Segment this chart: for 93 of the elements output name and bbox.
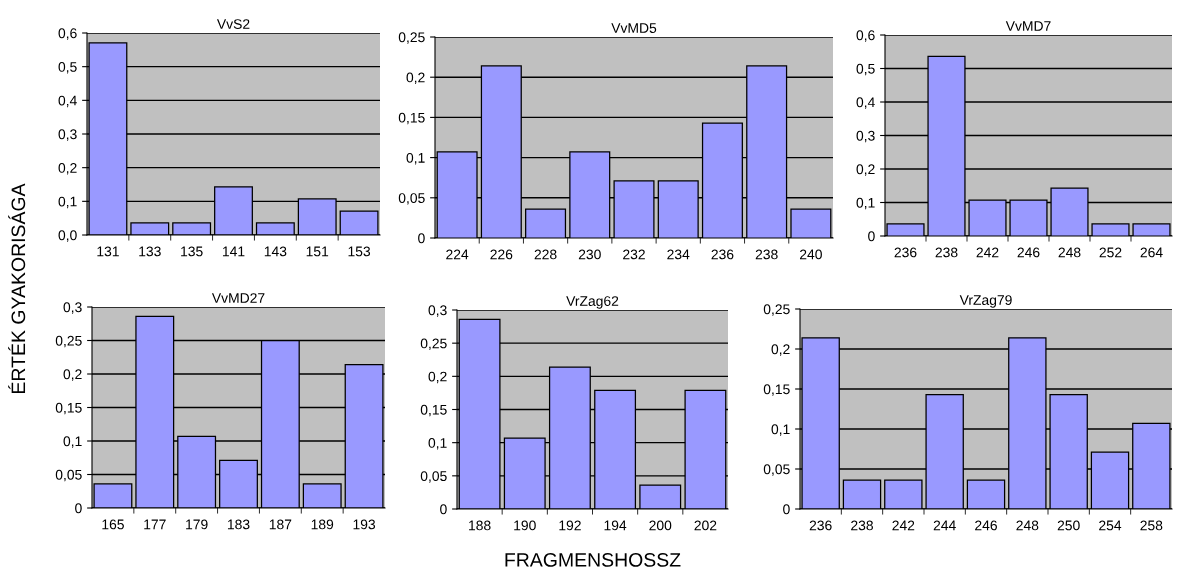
y-tick-label: 0,15: [398, 112, 425, 125]
chart-title: VrZag62: [566, 296, 619, 309]
x-tick-label: 200: [649, 520, 672, 531]
x-tick-label: 252: [1099, 247, 1122, 258]
y-tick-label: 0: [783, 504, 790, 515]
y-tick-label: 0: [440, 504, 447, 515]
x-tick-label: 232: [623, 249, 645, 260]
x-tick-label: 228: [534, 249, 557, 260]
chart-title: VvMD27: [211, 293, 265, 303]
y-tick-label: 0,05: [398, 193, 425, 205]
x-tick-label: 202: [694, 520, 717, 531]
y-tick-label: 0,2: [771, 344, 790, 356]
y-tick-label: 0,5: [58, 62, 77, 74]
y-tick-label: 0,1: [428, 438, 447, 450]
x-tick-label: 141: [222, 246, 245, 257]
x-tick-label: 230: [578, 249, 601, 260]
y-tick-label: 0,25: [398, 32, 425, 44]
y-tick-label: 0: [418, 233, 425, 244]
x-tick-label: 179: [186, 519, 208, 530]
x-tick-label: 143: [264, 246, 287, 257]
y-tick-label: 0: [75, 503, 82, 514]
x-tick-label: 250: [1057, 520, 1080, 531]
x-tick-label: 192: [559, 520, 581, 531]
y-tick-label: 0,1: [58, 196, 77, 209]
y-tick-label: 0,25: [763, 304, 790, 316]
y-tick-label: 0,3: [428, 305, 447, 317]
y-tick-label: 0,2: [856, 164, 875, 176]
x-tick-label: 177: [144, 519, 166, 530]
y-tick-label: 0,0: [58, 230, 77, 242]
x-tick-label: 224: [446, 249, 469, 260]
y-tick-label: 0,1: [63, 436, 82, 448]
y-tick-label: 0,4: [58, 95, 77, 108]
y-tick-label: 0,2: [406, 72, 425, 85]
x-tick-label: 226: [490, 249, 513, 260]
y-tick-label: 0: [868, 231, 875, 242]
x-tick-label: 187: [269, 519, 292, 530]
x-tick-label: 264: [1140, 247, 1163, 258]
x-tick-label: 238: [755, 249, 778, 260]
y-tick-label: 0,05: [420, 471, 447, 483]
x-tick-label: 242: [976, 247, 999, 258]
x-tick-label: 234: [667, 249, 690, 260]
x-tick-label: 153: [348, 246, 371, 257]
chart-title: VvS2: [216, 19, 250, 29]
x-tick-label: 165: [102, 519, 124, 530]
x-tick-label: 246: [975, 520, 997, 531]
x-tick-label: 236: [809, 520, 832, 531]
x-tick-label: 236: [711, 249, 734, 260]
y-tick-label: 0,5: [856, 63, 875, 76]
x-tick-label: 133: [139, 246, 161, 257]
x-tick-label: 131: [97, 246, 119, 257]
x-tick-label: 135: [181, 246, 203, 257]
x-tick-label: 193: [353, 519, 376, 530]
x-tick-label: 189: [311, 519, 334, 530]
y-tick-label: 0,15: [763, 384, 790, 396]
y-tick-label: 0,15: [420, 404, 447, 417]
x-tick-label: 242: [892, 520, 915, 531]
y-tick-label: 0,2: [63, 369, 82, 381]
x-tick-label: 248: [1016, 520, 1039, 531]
y-tick-label: 0,1: [771, 424, 790, 436]
chart-title: VvMD7: [1005, 21, 1051, 31]
x-tick-label: 183: [227, 519, 250, 530]
y-tick-label: 0,05: [763, 464, 790, 476]
y-tick-label: 0,1: [856, 197, 875, 210]
x-tick-label: 190: [514, 520, 536, 531]
y-tick-label: 0,6: [58, 28, 77, 40]
y-tick-label: 0,25: [55, 335, 82, 348]
y-axis-title: ÉRTÉK GYAKORISÁGA: [8, 183, 26, 393]
x-tick-label: 236: [894, 247, 917, 258]
y-tick-label: 0,2: [58, 163, 77, 175]
x-tick-label: 248: [1058, 247, 1081, 258]
x-tick-label: 240: [800, 249, 822, 260]
x-axis-title: FRAGMENSHOSSZ: [505, 553, 681, 567]
y-tick-label: 0,15: [55, 402, 82, 415]
y-tick-label: 0,3: [856, 130, 875, 143]
x-tick-label: 258: [1140, 520, 1163, 531]
y-tick-label: 0,3: [58, 129, 77, 141]
x-tick-label: 151: [306, 246, 329, 257]
x-tick-label: 188: [469, 520, 491, 531]
x-tick-label: 194: [604, 520, 627, 531]
x-tick-label: 254: [1099, 520, 1122, 531]
x-tick-label: 244: [933, 520, 956, 531]
y-tick-label: 0,6: [856, 30, 875, 42]
y-tick-label: 0,25: [420, 338, 447, 350]
x-tick-label: 246: [1017, 247, 1040, 258]
y-tick-label: 0,1: [406, 152, 425, 165]
y-tick-label: 0,05: [55, 469, 82, 482]
chart-title: VvMD5: [611, 23, 657, 33]
y-tick-label: 0,3: [63, 302, 82, 314]
x-tick-label: 238: [935, 247, 958, 258]
y-tick-label: 0,4: [856, 97, 875, 109]
y-tick-label: 0,2: [428, 371, 447, 384]
chart-title: VrZag79: [959, 295, 1012, 308]
x-tick-label: 238: [851, 520, 873, 531]
